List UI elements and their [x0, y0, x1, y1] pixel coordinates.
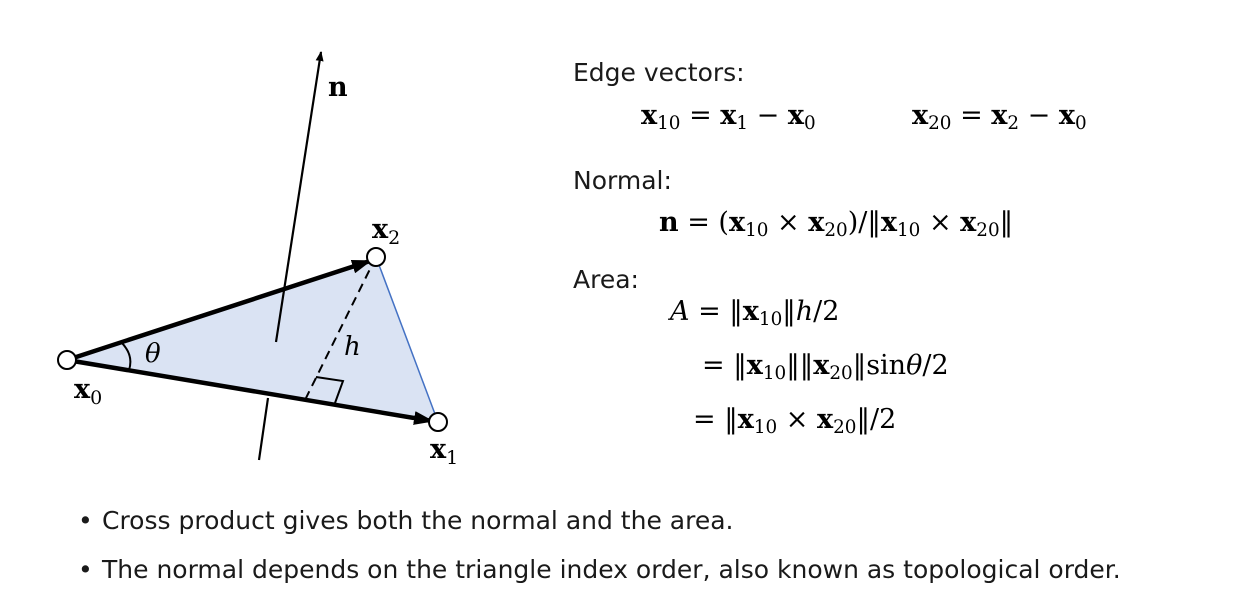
bullet-text: Cross product gives both the normal and …	[102, 506, 734, 535]
normal-equation: n = (x10 × x20)/‖x10 × x20‖	[659, 207, 1014, 242]
area-equation-1: A = ‖x10‖h/2	[670, 296, 840, 331]
edge-vector-x10	[66, 357, 434, 425]
label-x1: x1	[430, 434, 458, 469]
bullet-list: • Cross product gives both the normal and…	[78, 496, 1121, 594]
theta-arc	[120, 341, 132, 371]
label-n: n	[328, 72, 348, 103]
normal-line-lower	[257, 397, 270, 461]
label-h: h	[344, 332, 361, 362]
label-x0: x0	[74, 374, 102, 409]
vertex-x1	[428, 412, 448, 432]
height-line	[304, 256, 377, 401]
area-equation-2: = ‖x10‖‖x20‖sinθ/2	[702, 350, 949, 385]
area-heading: Area:	[573, 265, 639, 294]
edge-x2-x1	[375, 256, 439, 423]
bullet-symbol: •	[78, 555, 93, 584]
vertex-x2	[366, 247, 386, 267]
label-x2: x2	[372, 214, 400, 249]
bullet-text: The normal depends on the triangle index…	[102, 555, 1121, 584]
label-theta: θ	[145, 339, 161, 369]
bullet-item: • Cross product gives both the normal and…	[78, 496, 1121, 545]
edge-equation-x20: x20 = x2 − x0	[912, 100, 1087, 135]
edge-vectors-heading: Edge vectors:	[573, 58, 745, 87]
normal-heading: Normal:	[573, 166, 672, 195]
right-angle-marker	[315, 376, 345, 404]
edge-equation-x10: x10 = x1 − x0	[641, 100, 816, 135]
area-equation-3: = ‖x10 × x20‖/2	[693, 404, 897, 439]
bullet-item: • The normal depends on the triangle inde…	[78, 545, 1121, 594]
normal-line-upper	[274, 51, 324, 343]
vertex-x0	[57, 350, 77, 370]
bullet-symbol: •	[78, 506, 93, 535]
triangle-face	[67, 257, 438, 422]
edge-vector-x20	[66, 258, 372, 363]
triangle-diagram: n x2 x0 x1 θ h	[57, 51, 458, 469]
